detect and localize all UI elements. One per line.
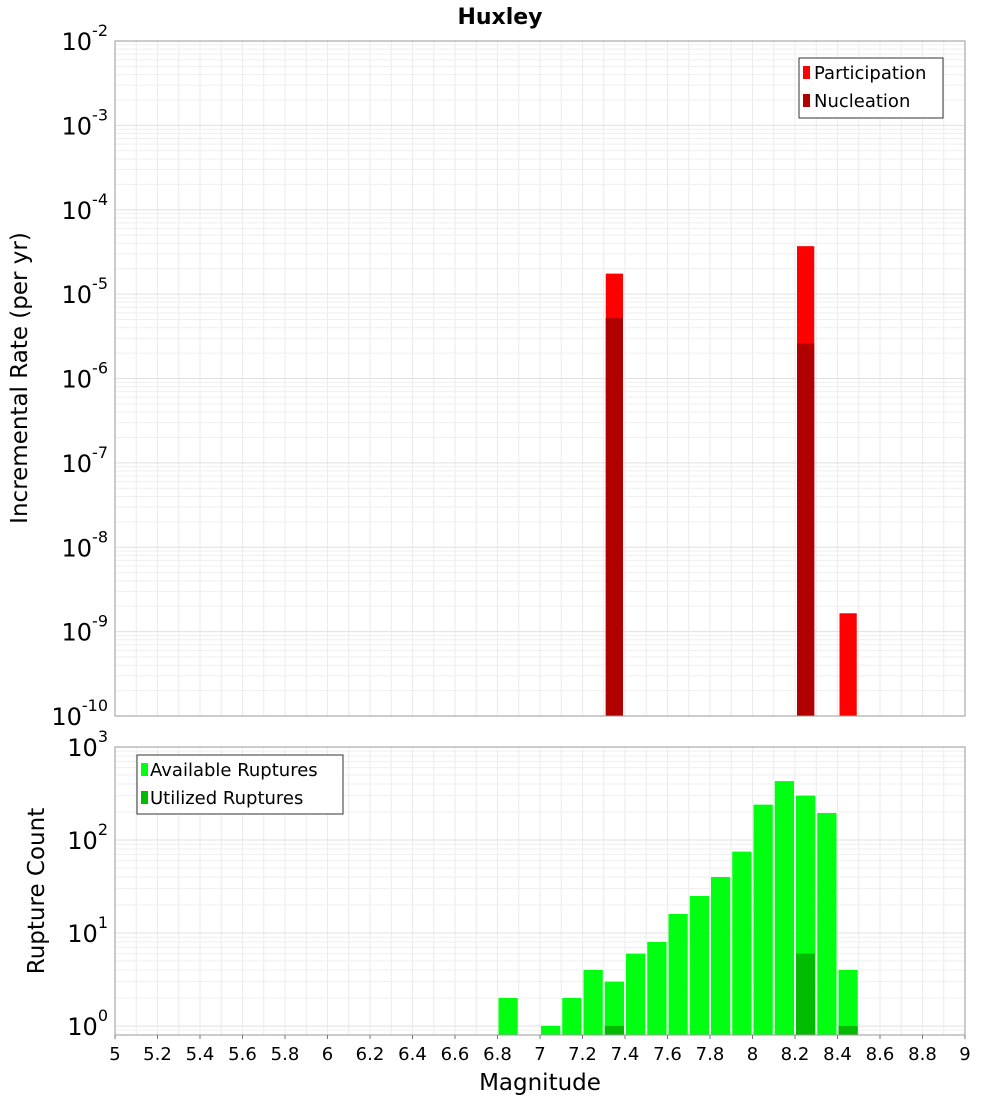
bar-available-ruptures <box>541 1025 561 1035</box>
x-tick-label: 6.6 <box>441 1044 470 1065</box>
x-tick-label: 6.2 <box>356 1044 385 1065</box>
x-tick-label: 5.6 <box>228 1044 257 1065</box>
x-tick-label: 6.8 <box>483 1044 512 1065</box>
y-tick-label: 10-5 <box>62 274 109 309</box>
legend-swatch-participation <box>803 66 810 79</box>
top-grid <box>114 41 966 717</box>
x-tick-label: 5 <box>109 1044 120 1065</box>
legend-label-participation: Participation <box>814 63 926 84</box>
bar-utilized-ruptures <box>604 1025 624 1035</box>
top-plot-frame <box>114 40 966 717</box>
top-plot-panel: 10-2 10-3 10-4 10-5 10-6 10-7 10-8 10-9 10-10 In… <box>7 21 966 731</box>
x-tick-label: 9 <box>959 1044 970 1065</box>
y-tick-label: 10-4 <box>62 190 109 225</box>
top-legend: Participation Nucleation <box>798 57 944 119</box>
y-tick-label: 10-3 <box>62 105 109 140</box>
x-tick-label: 8.6 <box>866 1044 895 1065</box>
legend-label-available: Available Ruptures <box>150 760 318 781</box>
x-tick-label: 7 <box>534 1044 545 1065</box>
top-y-ticks: 10-2 10-3 10-4 10-5 10-6 10-7 10-8 10-9 10-10 <box>51 21 108 731</box>
y-tick-label: 10-7 <box>62 443 109 478</box>
x-ticks: 5 5.2 5.4 5.6 5.8 6 6.2 6.4 6.6 6.8 7 7.2 7.4 7.6 7.8 8… <box>109 1035 971 1065</box>
x-tick-label: 7.2 <box>568 1044 597 1065</box>
bar-available-ruptures <box>817 813 837 1035</box>
x-tick-label: 8.4 <box>823 1044 852 1065</box>
bar-available-ruptures <box>668 914 688 1035</box>
x-axis-label: Magnitude <box>479 1070 601 1096</box>
x-tick-label: 8.8 <box>908 1044 937 1065</box>
y-tick-label: 10-6 <box>62 359 109 394</box>
bar-available-ruptures <box>562 997 582 1035</box>
x-tick-label: 6 <box>322 1044 333 1065</box>
y-tick-label: 101 <box>67 913 108 948</box>
bottom-plot-panel: 103 102 101 100 5 5.2 5.4 5.6 5.8 6 6.2 6.4 6.6 6.8 7… <box>24 727 971 1096</box>
bar-available-ruptures <box>711 877 731 1035</box>
chart-title: Huxley <box>457 5 542 30</box>
x-tick-label: 7.6 <box>653 1044 682 1065</box>
bottom-legend: Available Ruptures Utilized Ruptures <box>136 754 344 815</box>
bar-participation <box>839 613 857 716</box>
bar-available-ruptures <box>647 942 667 1035</box>
bar-available-ruptures <box>774 781 794 1035</box>
bar-available-ruptures <box>626 953 646 1035</box>
y-tick-label: 10-2 <box>62 21 109 56</box>
bar-available-ruptures <box>604 981 624 1035</box>
bar-utilized-ruptures <box>838 1025 858 1035</box>
bottom-bars <box>498 781 858 1035</box>
x-tick-label: 5.4 <box>186 1044 215 1065</box>
bar-available-ruptures <box>838 969 858 1035</box>
x-tick-label: 5.2 <box>143 1044 172 1065</box>
x-tick-label: 8.2 <box>781 1044 810 1065</box>
legend-swatch-nucleation <box>803 94 810 107</box>
y-tick-label: 10-10 <box>51 696 108 731</box>
x-tick-label: 5.8 <box>271 1044 300 1065</box>
x-tick-label: 8 <box>747 1044 758 1065</box>
legend-label-nucleation: Nucleation <box>814 91 910 112</box>
y-tick-label: 102 <box>67 820 108 855</box>
y-tick-label: 103 <box>67 727 108 762</box>
y-tick-label: 10-8 <box>62 527 109 562</box>
bar-available-ruptures <box>689 895 709 1035</box>
legend-swatch-utilized <box>141 791 148 804</box>
top-bars <box>605 246 857 716</box>
x-tick-label: 7.8 <box>696 1044 725 1065</box>
legend-label-utilized: Utilized Ruptures <box>150 788 303 809</box>
bottom-y-ticks: 103 102 101 100 <box>67 727 108 1041</box>
bottom-legend-box <box>136 754 344 815</box>
bottom-y-axis-label: Rupture Count <box>24 808 50 974</box>
bar-available-ruptures <box>732 851 752 1035</box>
top-legend-box <box>798 57 944 119</box>
y-tick-label: 100 <box>67 1006 108 1041</box>
y-tick-label: 10-9 <box>62 612 109 647</box>
x-tick-label: 6.4 <box>398 1044 427 1065</box>
x-tick-label: 7.4 <box>611 1044 640 1065</box>
bar-available-ruptures <box>583 969 603 1035</box>
bar-utilized-ruptures <box>796 953 816 1035</box>
bar-nucleation <box>797 343 815 716</box>
legend-swatch-available <box>141 763 148 776</box>
bar-available-ruptures <box>498 997 518 1035</box>
top-y-axis-label: Incremental Rate (per yr) <box>7 232 33 524</box>
bar-nucleation <box>605 318 623 716</box>
bar-available-ruptures <box>753 804 773 1035</box>
